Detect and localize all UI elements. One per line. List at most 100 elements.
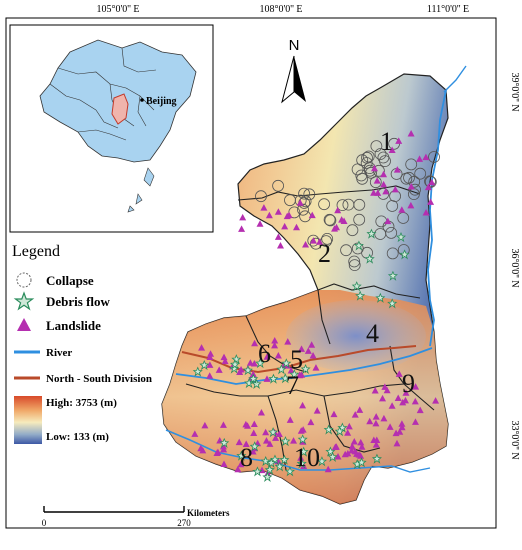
landslide-point (384, 217, 392, 225)
landslide-point (219, 421, 227, 428)
landslide-point (383, 386, 391, 394)
landslide-point (401, 396, 409, 404)
coord-right-33: 33°0'0'' N (509, 420, 520, 459)
landslide-point (355, 451, 363, 458)
landslide-point (422, 153, 430, 161)
inset-china-map: Beijing (9, 24, 214, 233)
landslide-point (316, 238, 324, 245)
debris-flow-point (280, 436, 291, 447)
landslide-point (393, 166, 401, 173)
landslide-point (290, 437, 298, 444)
collapse-point (400, 172, 413, 185)
debris-flow-point (334, 426, 345, 437)
landslide-point (382, 187, 390, 195)
landslide-point (307, 418, 315, 426)
collapse-point (346, 224, 359, 237)
landslide-point (302, 241, 310, 248)
landslide-point (422, 209, 430, 216)
landslide-symbol-icon (17, 318, 31, 331)
landslide-point (276, 241, 284, 249)
landslide-point (366, 417, 374, 425)
landslide-point (235, 438, 243, 446)
legend-landslide: Landslide (46, 318, 101, 333)
landslide-point (395, 370, 403, 377)
hazard-points (191, 129, 440, 483)
coord-top-105: 105°0'0'' E (96, 4, 139, 15)
landslide-point (238, 225, 246, 232)
landslide-point (333, 223, 341, 231)
landslide-point (395, 137, 403, 144)
landslide-point (272, 434, 280, 441)
landslide-point (299, 401, 307, 409)
debris-flow-point (251, 378, 262, 390)
landslide-point (274, 351, 282, 359)
landslide-point (370, 436, 378, 444)
landslide-point (330, 410, 338, 418)
debris-flow-symbol-icon (13, 291, 35, 311)
landslide-point (372, 441, 380, 448)
collapse-point (365, 166, 378, 179)
legend-division: North - South Division (46, 373, 152, 385)
collapse-point (405, 158, 418, 171)
landslide-point (356, 406, 364, 413)
debris-flow-point (268, 427, 279, 438)
landslide-point (416, 155, 424, 162)
debris-flow-point (260, 456, 271, 467)
landslide-point (219, 442, 227, 450)
region-label-2: 2 (318, 239, 331, 268)
collapse-point (348, 259, 361, 272)
collapse-point (386, 247, 399, 260)
debris-flow-point (229, 359, 241, 370)
landslide-point (221, 357, 229, 365)
landslide-point (332, 443, 340, 450)
landslide-point (381, 383, 389, 390)
collapse-point (298, 187, 311, 200)
landslide-point (371, 386, 379, 394)
debris-flow-point (252, 466, 263, 477)
coord-top-111: 111°0'0'' E (427, 4, 469, 15)
legend-high: High: 3753 (m) (46, 397, 117, 409)
landslide-point (388, 146, 396, 153)
landslide-point (281, 222, 289, 230)
north-label: N (289, 37, 300, 54)
landslide-point (274, 233, 282, 240)
landslide-point (275, 430, 283, 438)
landslide-point (407, 201, 415, 209)
collapse-point (323, 213, 336, 226)
debris-flow-point (280, 373, 291, 384)
landslide-point (263, 375, 271, 382)
landslide-point (296, 371, 304, 378)
landslide-point (206, 361, 214, 368)
landslide-point (394, 394, 402, 401)
landslide-point (260, 204, 268, 211)
debris-flow-point (289, 369, 300, 380)
landslide-point (411, 397, 419, 405)
landslide-point (285, 211, 293, 219)
debris-flow-point (262, 471, 273, 483)
collapse-point (353, 213, 366, 226)
debris-flow-point (274, 461, 285, 472)
collapse-point (297, 203, 309, 216)
collapse-point (414, 167, 427, 180)
landslide-point (239, 213, 247, 221)
landslide-point (262, 428, 270, 436)
division-line (181, 345, 417, 374)
legend-title: Legend (12, 243, 60, 260)
debris-flow-point (364, 253, 375, 264)
landslide-point (246, 359, 254, 366)
debris-flow-point (371, 453, 382, 464)
landslide-point (251, 339, 259, 347)
legend: Legend Collapse Debris flow Landslide Ri… (12, 243, 152, 444)
landslide-point (344, 429, 352, 436)
collapse-point (409, 183, 421, 196)
landslide-point (206, 372, 214, 379)
debris-flow-point (356, 457, 367, 468)
landslide-point (313, 407, 321, 414)
debris-flow-point (268, 373, 279, 384)
landslide-point (201, 421, 209, 429)
landslide-point (345, 422, 353, 430)
region-label-9: 9 (402, 369, 415, 398)
debris-flow-point (325, 446, 336, 457)
collapse-point (424, 175, 437, 188)
landslide-point (242, 420, 250, 428)
